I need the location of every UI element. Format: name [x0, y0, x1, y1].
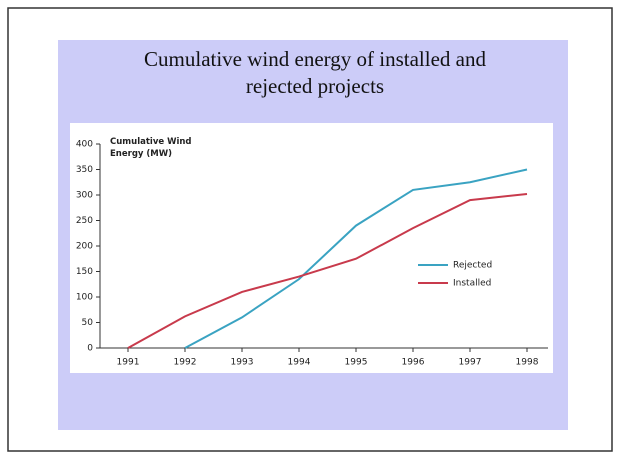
y-tick-label: 400: [76, 140, 93, 150]
series-line: [184, 168, 528, 349]
y-tick-label: 100: [76, 293, 93, 303]
y-tick-label: 350: [76, 165, 93, 175]
y-tick-label: 150: [76, 267, 93, 277]
y-tick-label: 250: [76, 216, 93, 226]
legend-label: Installed: [453, 279, 491, 289]
legend-label: Rejected: [453, 261, 492, 271]
y-tick-label: 200: [76, 242, 93, 252]
series-line: [127, 192, 528, 349]
x-tick-label: 1994: [288, 358, 311, 368]
x-tick-label: 1992: [174, 358, 197, 368]
x-tick-label: 1995: [345, 358, 368, 368]
x-tick-label: 1998: [516, 358, 539, 368]
y-tick-label: 300: [76, 191, 93, 201]
x-tick-label: 1991: [117, 358, 140, 368]
plot-background: [70, 123, 553, 373]
y-tick-label: 0: [87, 344, 93, 354]
x-tick-label: 1997: [459, 358, 482, 368]
x-tick-label: 1996: [402, 358, 425, 368]
y-axis-label: Cumulative Wind Energy (MW): [110, 137, 192, 159]
y-tick-label: 50: [82, 318, 94, 328]
chart-title: Cumulative wind energy of installed and …: [144, 47, 486, 98]
x-tick-label: 1993: [231, 358, 254, 368]
